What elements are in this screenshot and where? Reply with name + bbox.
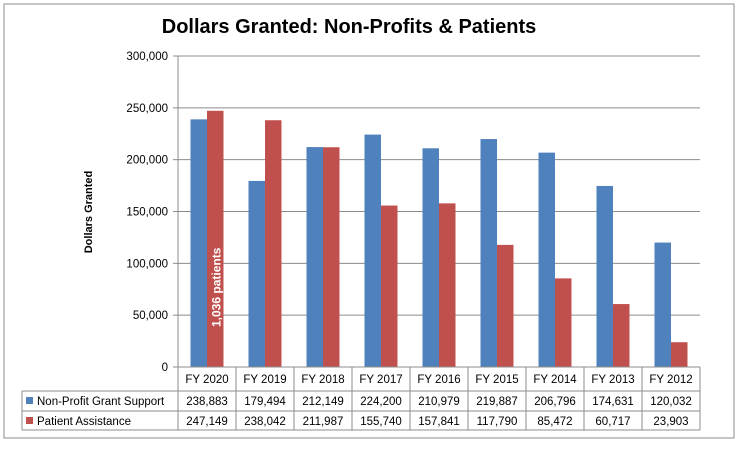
x-tick-label: FY 2016 bbox=[417, 374, 460, 386]
x-tick-label: FY 2012 bbox=[649, 374, 692, 386]
bar-patient-assistance-fy-2013 bbox=[613, 304, 630, 367]
bar-annotation: 1,036 patients bbox=[209, 247, 223, 327]
bar-patient-assistance-fy-2018 bbox=[323, 147, 340, 367]
data-table-value: 60,717 bbox=[595, 416, 630, 428]
bar-patient-assistance-fy-2019 bbox=[265, 120, 282, 367]
bar-non-profit-grant-support-fy-2020 bbox=[190, 119, 207, 367]
x-tick-label: FY 2017 bbox=[359, 374, 402, 386]
data-table-value: 174,631 bbox=[592, 396, 634, 408]
data-table-value: 247,149 bbox=[186, 416, 228, 428]
bar-non-profit-grant-support-fy-2018 bbox=[306, 147, 323, 367]
chart-title: Dollars Granted: Non-Profits & Patients bbox=[162, 16, 537, 38]
x-tick-label: FY 2015 bbox=[475, 374, 518, 386]
data-table-value: 238,883 bbox=[186, 396, 228, 408]
data-table-value: 23,903 bbox=[653, 416, 688, 428]
x-tick-label: FY 2019 bbox=[243, 374, 286, 386]
y-tick-label: 200,000 bbox=[126, 155, 168, 167]
data-table-value: 85,472 bbox=[537, 416, 572, 428]
legend-key bbox=[26, 397, 33, 404]
x-tick-label: FY 2014 bbox=[533, 374, 577, 386]
data-table-value: 179,494 bbox=[244, 396, 286, 408]
bar-non-profit-grant-support-fy-2013 bbox=[596, 185, 613, 367]
legend-label: Patient Assistance bbox=[37, 416, 131, 428]
data-table-value: 210,979 bbox=[418, 396, 460, 408]
bar-patient-assistance-fy-2012 bbox=[671, 342, 688, 367]
y-tick-label: 0 bbox=[162, 362, 168, 374]
bar-non-profit-grant-support-fy-2014 bbox=[538, 152, 555, 367]
y-axis-label: Dollars Granted bbox=[83, 171, 95, 254]
bar-patient-assistance-fy-2014 bbox=[555, 278, 572, 367]
bar-non-profit-grant-support-fy-2015 bbox=[480, 139, 497, 367]
data-table-value: 212,149 bbox=[302, 396, 344, 408]
bar-patient-assistance-fy-2016 bbox=[439, 203, 456, 367]
data-table-value: 206,796 bbox=[534, 396, 576, 408]
legend-key bbox=[26, 417, 33, 424]
data-table-value: 211,987 bbox=[303, 416, 344, 428]
bar-patient-assistance-fy-2015 bbox=[497, 244, 514, 367]
bar-patient-assistance-fy-2017 bbox=[381, 205, 398, 367]
x-tick-label: FY 2013 bbox=[591, 374, 634, 386]
bar-non-profit-grant-support-fy-2017 bbox=[364, 134, 381, 367]
bar-patient-assistance-fy-2020 bbox=[207, 110, 224, 367]
x-tick-label: FY 2018 bbox=[301, 374, 344, 386]
x-tick-label: FY 2020 bbox=[185, 374, 228, 386]
legend-label: Non-Profit Grant Support bbox=[37, 396, 165, 408]
data-table-value: 219,887 bbox=[476, 396, 518, 408]
bar-non-profit-grant-support-fy-2019 bbox=[248, 180, 265, 367]
y-tick-label: 250,000 bbox=[126, 103, 168, 115]
data-table-value: 224,200 bbox=[360, 396, 402, 408]
y-tick-label: 300,000 bbox=[126, 51, 168, 63]
data-table-value: 117,790 bbox=[477, 416, 518, 428]
data-table-value: 238,042 bbox=[244, 416, 286, 428]
y-tick-label: 150,000 bbox=[126, 207, 168, 219]
y-tick-label: 50,000 bbox=[133, 310, 168, 322]
bar-non-profit-grant-support-fy-2016 bbox=[422, 148, 439, 367]
y-tick-label: 100,000 bbox=[126, 258, 168, 270]
data-table-value: 155,740 bbox=[360, 416, 402, 428]
bar-non-profit-grant-support-fy-2012 bbox=[654, 242, 671, 367]
data-table-value: 120,032 bbox=[650, 396, 692, 408]
data-table-value: 157,841 bbox=[418, 416, 460, 428]
